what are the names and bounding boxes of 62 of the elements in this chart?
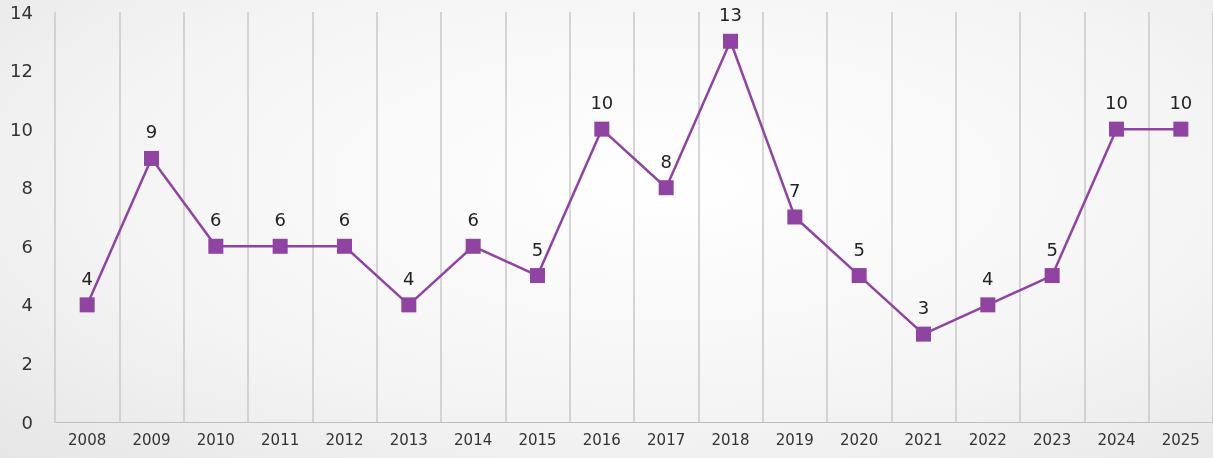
point bbox=[208, 238, 224, 254]
data-label: 10 bbox=[590, 92, 614, 114]
data-label: 5 bbox=[531, 238, 544, 260]
data-label: 6 bbox=[467, 209, 479, 231]
y-tick-label: 2 bbox=[21, 352, 33, 374]
point bbox=[723, 33, 738, 49]
point bbox=[851, 268, 867, 284]
data-label: 6 bbox=[338, 209, 351, 231]
point bbox=[79, 297, 95, 313]
x-tick-label: 2018 bbox=[711, 430, 750, 449]
data-label: 6 bbox=[274, 209, 286, 231]
data-label: 5 bbox=[853, 238, 865, 260]
point bbox=[916, 326, 931, 342]
data-label: 4 bbox=[403, 267, 415, 289]
x-tick-label: 2017 bbox=[647, 430, 686, 449]
y-tick-label: 10 bbox=[10, 118, 33, 140]
point bbox=[144, 150, 159, 166]
x-tick-label: 2014 bbox=[454, 430, 493, 449]
point bbox=[272, 238, 288, 254]
data-label: 4 bbox=[81, 267, 93, 289]
data-label: 10 bbox=[1169, 92, 1193, 114]
y-tick-label: 4 bbox=[21, 294, 33, 316]
data-label: 4 bbox=[982, 267, 994, 289]
x-tick-label: 2022 bbox=[968, 430, 1007, 449]
x-tick-label: 2012 bbox=[325, 430, 364, 449]
point bbox=[787, 209, 803, 225]
data-label: 6 bbox=[210, 209, 222, 231]
x-tick-label: 2011 bbox=[261, 430, 300, 449]
data-label: 7 bbox=[789, 180, 801, 201]
point bbox=[1044, 268, 1060, 284]
data-label: 9 bbox=[145, 121, 158, 143]
x-tick-label: 2015 bbox=[518, 430, 557, 449]
y-tick-label: 8 bbox=[21, 177, 33, 199]
data-label: 8 bbox=[660, 150, 672, 172]
point bbox=[594, 121, 610, 137]
x-tick-label: 2023 bbox=[1033, 430, 1072, 449]
data-label: 13 bbox=[719, 4, 742, 26]
y-tick-label: 14 bbox=[10, 1, 33, 23]
point bbox=[1109, 121, 1124, 137]
point bbox=[337, 238, 352, 254]
x-tick-label: 2020 bbox=[840, 430, 879, 449]
data-label: 5 bbox=[1046, 238, 1058, 260]
data-label: 10 bbox=[1105, 92, 1128, 114]
y-tick-label: 0 bbox=[21, 411, 33, 433]
x-tick-label: 2024 bbox=[1097, 430, 1136, 449]
x-tick-label: 2019 bbox=[775, 430, 814, 449]
x-tick-label: 2008 bbox=[68, 430, 107, 449]
point bbox=[980, 297, 996, 313]
point bbox=[1173, 121, 1189, 137]
x-tick-label: 2021 bbox=[904, 430, 943, 449]
point bbox=[465, 238, 481, 254]
x-tick-label: 2013 bbox=[389, 430, 428, 449]
data-label: 3 bbox=[917, 297, 930, 319]
y-tick-label: 6 bbox=[21, 235, 33, 257]
point bbox=[530, 268, 545, 284]
x-tick-label: 2016 bbox=[582, 430, 621, 449]
y-tick-label: 12 bbox=[10, 60, 33, 82]
x-tick-label: 2010 bbox=[196, 430, 235, 449]
point bbox=[658, 180, 674, 196]
x-tick-label: 2025 bbox=[1161, 430, 1200, 449]
x-tick-label: 2009 bbox=[132, 430, 171, 449]
point bbox=[401, 297, 417, 313]
